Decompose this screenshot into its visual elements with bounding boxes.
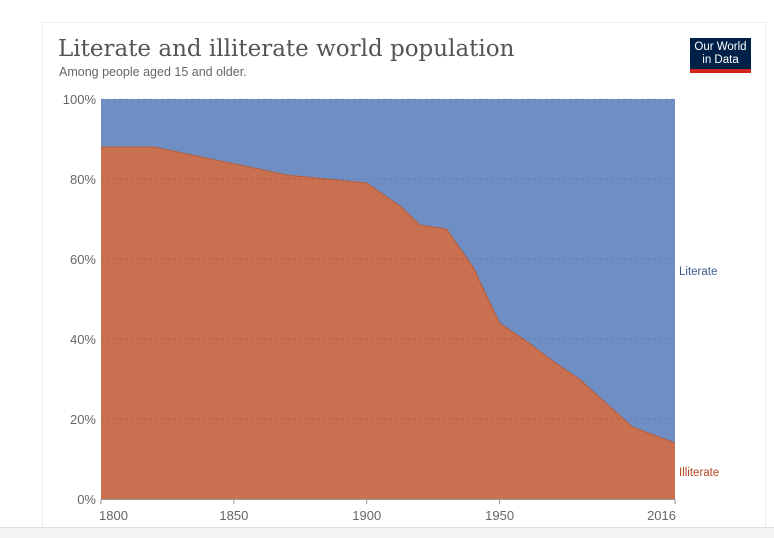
y-tick-label: 80% xyxy=(70,172,96,187)
y-tick-label: 40% xyxy=(70,332,96,347)
chart-title: Literate and illiterate world population xyxy=(58,36,515,62)
x-tick-label: 1850 xyxy=(219,508,248,523)
chart-subtitle: Among people aged 15 and older. xyxy=(59,65,247,79)
series-boundary-line xyxy=(101,146,676,444)
x-tick-label: 1900 xyxy=(352,508,381,523)
y-tick-label: 20% xyxy=(70,412,96,427)
logo-line-2: in Data xyxy=(702,54,739,66)
x-tick-label: 2016 xyxy=(647,508,676,523)
x-tick-label: 1800 xyxy=(99,508,128,523)
illiterate-area xyxy=(101,147,675,499)
logo-line-1: Our World xyxy=(694,41,747,53)
bottom-url-strip xyxy=(0,527,774,538)
y-tick-label: 0% xyxy=(77,492,96,507)
y-tick-label: 60% xyxy=(70,252,96,267)
owid-logo[interactable]: Our World in Data xyxy=(690,38,751,73)
y-tick-label: 100% xyxy=(63,92,97,107)
literate-series-label: Literate xyxy=(679,266,717,278)
x-tick-label: 1950 xyxy=(485,508,514,523)
illiterate-series-label: Illiterate xyxy=(679,467,719,479)
literate-area xyxy=(101,99,675,443)
